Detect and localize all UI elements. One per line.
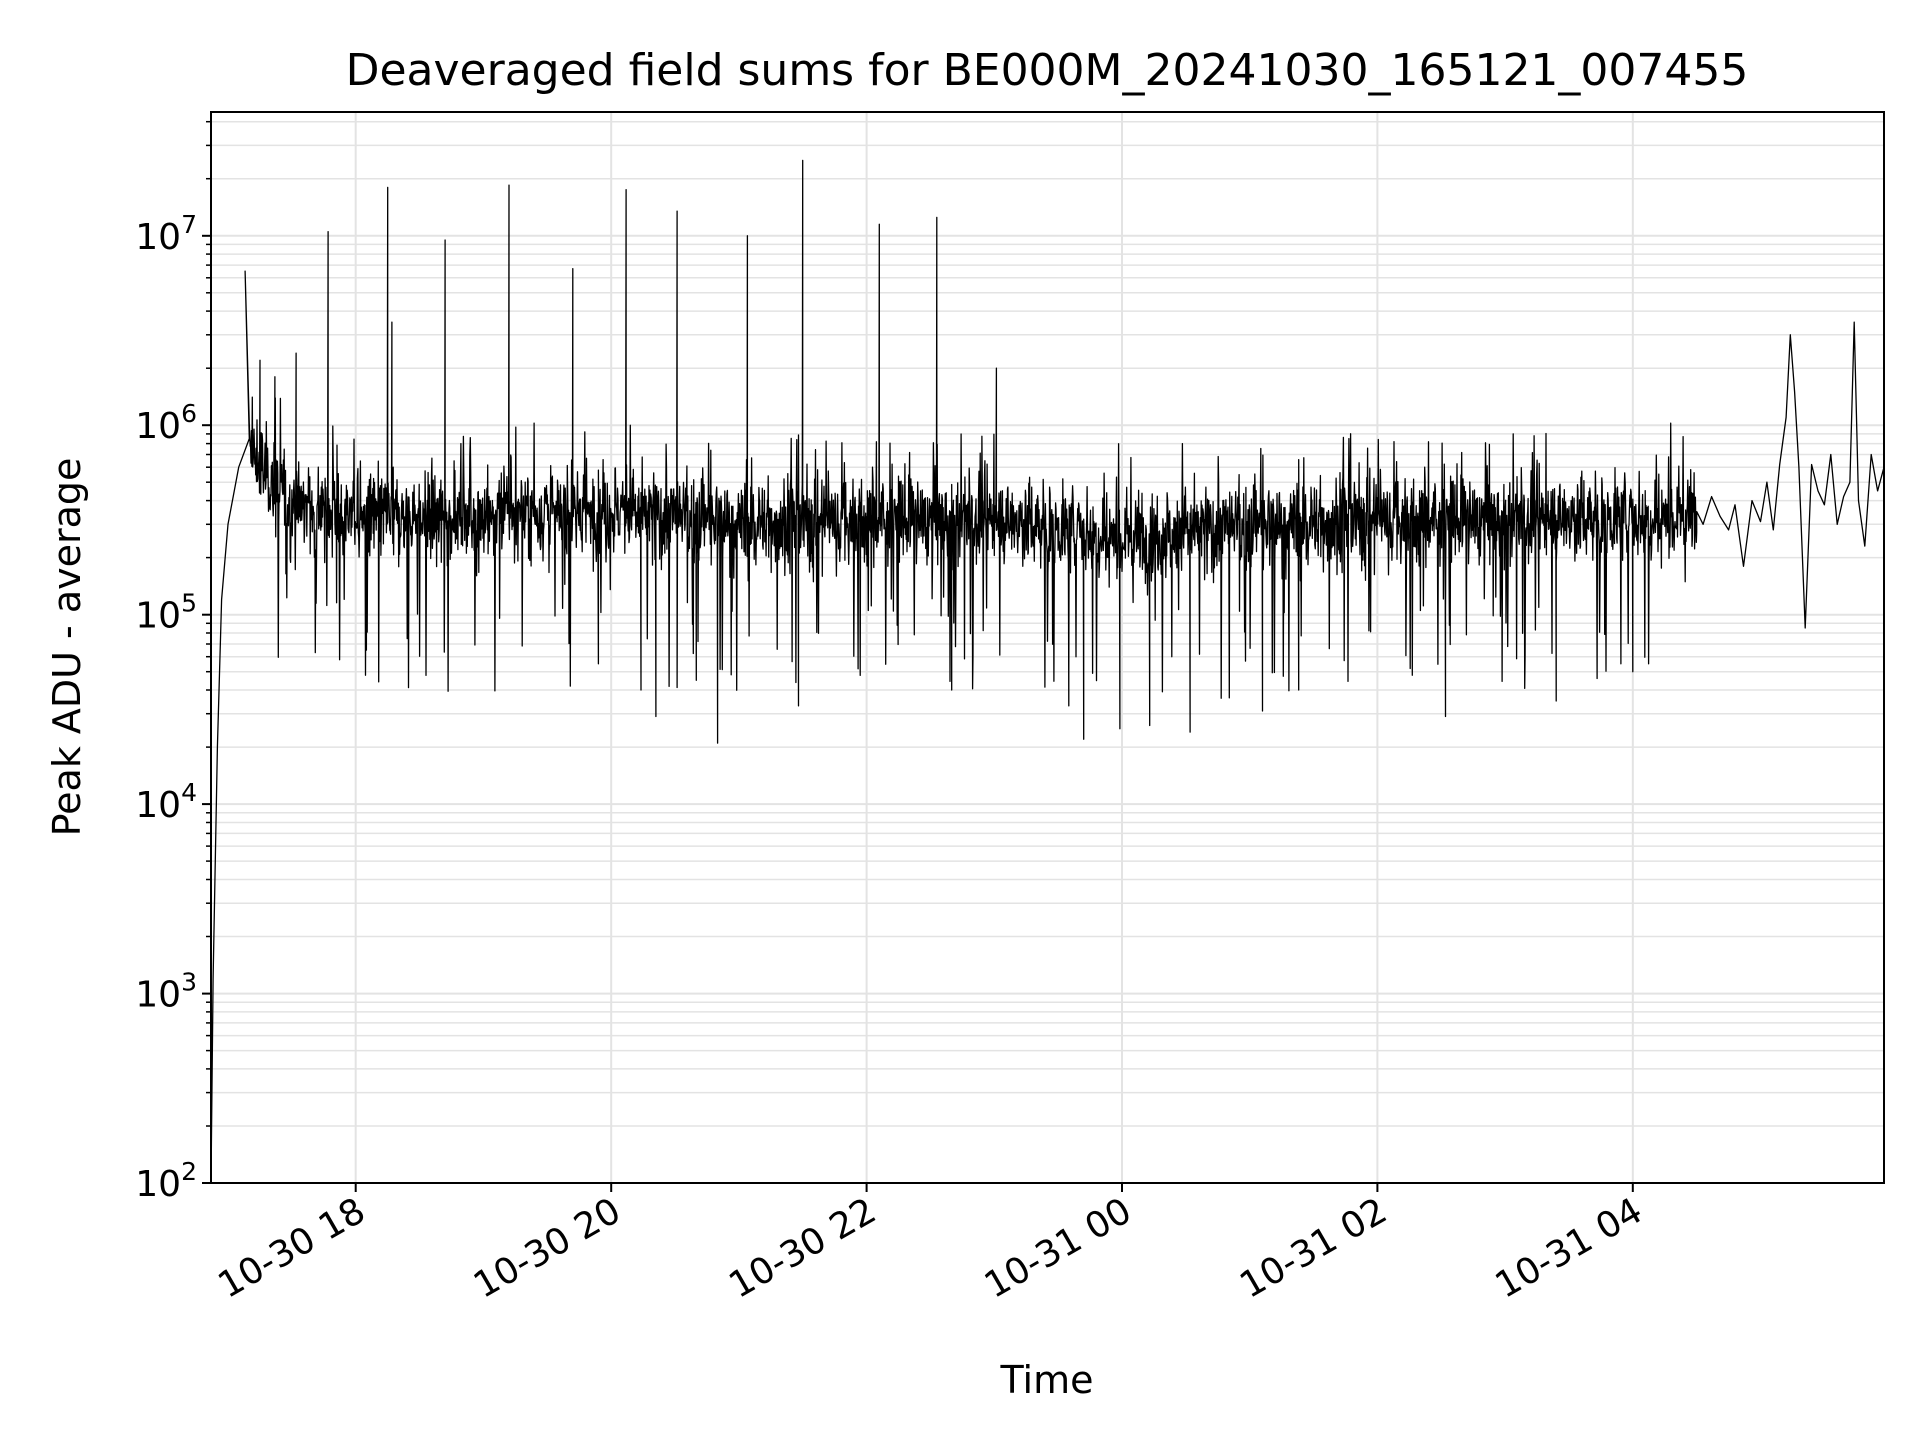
- y-axis: 102 103 104 105 106 107: [135, 120, 211, 1205]
- plot-frame: [210, 111, 1885, 1184]
- y-axis-label: Peak ADU - average: [45, 458, 89, 837]
- series-line: [210, 159, 1885, 1184]
- y-tick-label: 106: [135, 399, 197, 447]
- y-tick-label: 102: [135, 1157, 197, 1205]
- y-tick-label: 105: [135, 589, 197, 637]
- chart-title: Deaveraged field sums for BE000M_2024103…: [346, 45, 1749, 96]
- y-tick-label: 103: [135, 968, 197, 1016]
- y-tick-label: 107: [135, 210, 197, 258]
- x-axis-label: Time: [1000, 1358, 1094, 1402]
- grid: [211, 112, 1884, 1184]
- plot-area: [210, 159, 1885, 1184]
- y-tick-label: 104: [135, 778, 197, 826]
